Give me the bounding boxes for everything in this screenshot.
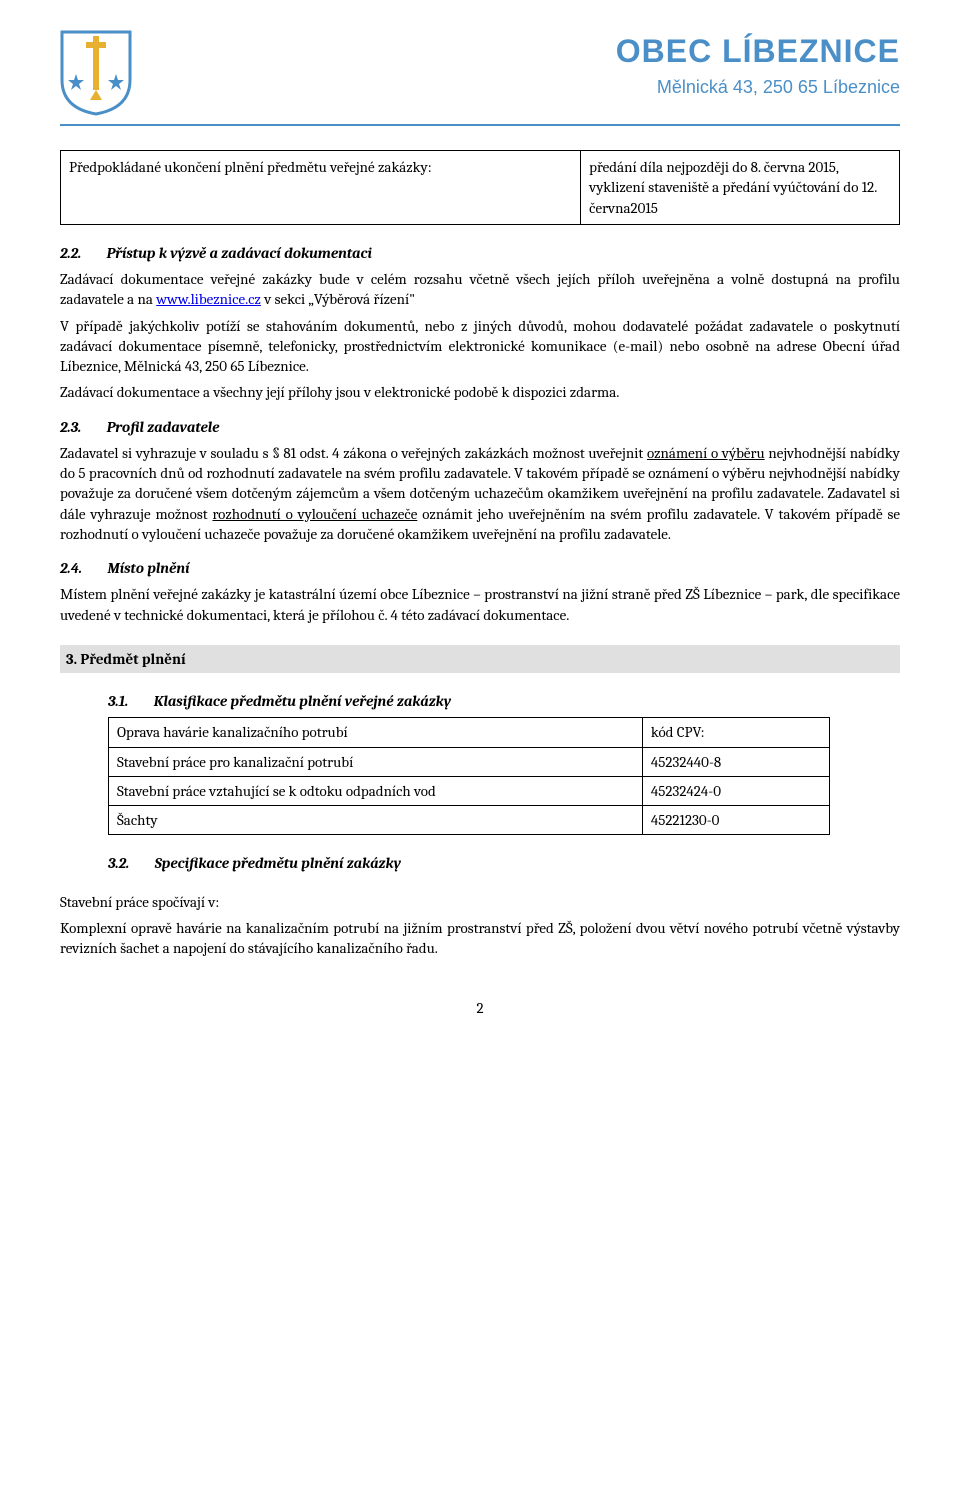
cpv-code: 45232440-8 bbox=[642, 747, 830, 776]
cpv-code: kód CPV: bbox=[642, 718, 830, 747]
table-row: Stavební práce vztahující se k odtoku od… bbox=[109, 776, 830, 805]
cpv-desc: Stavební práce pro kanalizační potrubí bbox=[109, 747, 643, 776]
s22-p3: Zadávací dokumentace a všechny její příl… bbox=[60, 382, 900, 402]
section-num: 3.1. bbox=[108, 692, 128, 710]
table-row: Šachty 45221230-0 bbox=[109, 806, 830, 835]
s24-p: Místem plnění veřejné zakázky je katastr… bbox=[60, 584, 900, 625]
profile-link[interactable]: www.libeznice.cz bbox=[156, 290, 261, 308]
table-row: Stavební práce pro kanalizační potrubí 4… bbox=[109, 747, 830, 776]
deadline-value: předání díla nejpozději do 8. června 201… bbox=[581, 151, 900, 225]
underlined-text: rozhodnutí o vyloučení uchazeče bbox=[212, 505, 417, 523]
text: Zadavatel si vyhrazuje v souladu s § 81 … bbox=[60, 444, 647, 462]
deadline-table: Předpokládané ukončení plnění předmětu v… bbox=[60, 150, 900, 225]
section-num: 2.3. bbox=[60, 418, 81, 436]
section-3-2-heading: 3.2. Specifikace předmětu plnění zakázky bbox=[108, 853, 900, 873]
cpv-desc: Šachty bbox=[109, 806, 643, 835]
section-title: Klasifikace předmětu plnění veřejné zaká… bbox=[154, 692, 452, 710]
section-title: Profil zadavatele bbox=[107, 418, 220, 436]
cpv-desc: Stavební práce vztahující se k odtoku od… bbox=[109, 776, 643, 805]
section-title: Specifikace předmětu plnění zakázky bbox=[155, 854, 401, 872]
underlined-text: oznámení o výběru bbox=[647, 444, 765, 462]
section-2-3-heading: 2.3. Profil zadavatele bbox=[60, 417, 900, 437]
page-header: OBEC LÍBEZNICE Mělnická 43, 250 65 Líbez… bbox=[60, 30, 900, 126]
town-name: OBEC LÍBEZNICE bbox=[616, 30, 900, 73]
section-title: Přístup k výzvě a zadávací dokumentaci bbox=[107, 244, 372, 262]
cpv-desc: Oprava havárie kanalizačního potrubí bbox=[109, 718, 643, 747]
section-3-1-heading: 3.1. Klasifikace předmětu plnění veřejné… bbox=[108, 691, 900, 711]
table-row: Oprava havárie kanalizačního potrubí kód… bbox=[109, 718, 830, 747]
section-2-4-heading: 2.4. Místo plnění bbox=[60, 558, 900, 578]
s32-p1: Stavební práce spočívají v: bbox=[60, 892, 900, 912]
cpv-code: 45232424-0 bbox=[642, 776, 830, 805]
crest-icon bbox=[60, 30, 132, 116]
section-2-2-heading: 2.2. Přístup k výzvě a zadávací dokument… bbox=[60, 243, 900, 263]
header-right: OBEC LÍBEZNICE Mělnická 43, 250 65 Líbez… bbox=[616, 30, 900, 99]
page-number: 2 bbox=[60, 998, 900, 1018]
text: v sekci „Výběrová řízení" bbox=[261, 290, 415, 308]
cpv-table: Oprava havárie kanalizačního potrubí kód… bbox=[108, 717, 830, 835]
s23-p: Zadavatel si vyhrazuje v souladu s § 81 … bbox=[60, 443, 900, 544]
section-num: 2.4. bbox=[60, 559, 82, 577]
section-num: 3.2. bbox=[108, 854, 129, 872]
section-title: Místo plnění bbox=[107, 559, 189, 577]
section-num: 2.2. bbox=[60, 244, 81, 262]
cpv-code: 45221230-0 bbox=[642, 806, 830, 835]
s22-p2: V případě jakýchkoliv potíží se stahován… bbox=[60, 316, 900, 377]
town-address: Mělnická 43, 250 65 Líbeznice bbox=[616, 75, 900, 99]
s32-p2: Komplexní opravě havárie na kanalizačním… bbox=[60, 918, 900, 959]
section-3-bar: 3. Předmět plnění bbox=[60, 645, 900, 673]
deadline-label: Předpokládané ukončení plnění předmětu v… bbox=[61, 151, 581, 225]
s22-p1: Zadávací dokumentace veřejné zakázky bud… bbox=[60, 269, 900, 310]
